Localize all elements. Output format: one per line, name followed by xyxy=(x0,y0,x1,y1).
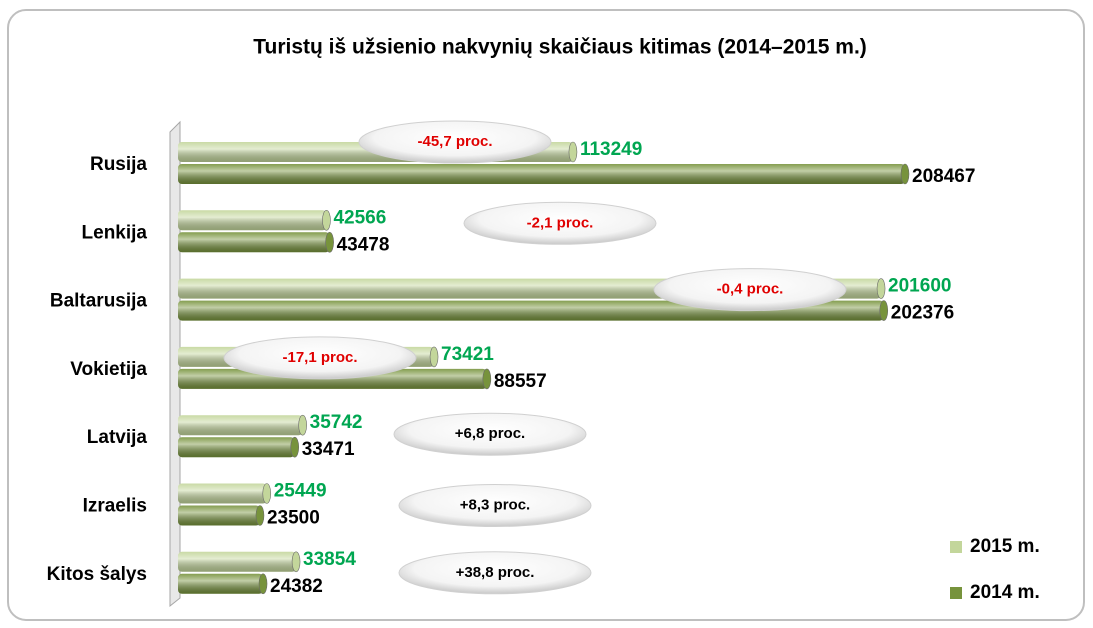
legend-label: 2015 m. xyxy=(970,536,1040,557)
y-tick-label: Lenkija xyxy=(82,222,148,243)
annotation-bubble xyxy=(358,120,552,164)
bar-cap xyxy=(290,436,300,458)
legend-label: 2014 m. xyxy=(970,582,1040,603)
data-label: 42566 xyxy=(333,207,386,228)
bar-shine xyxy=(178,483,267,504)
data-label: 33471 xyxy=(302,439,355,460)
bar-shine xyxy=(178,573,264,594)
annotation: +6,8 proc. xyxy=(455,425,525,442)
y-tick-label: Latvija xyxy=(87,427,148,448)
data-label: 202376 xyxy=(891,303,954,324)
chart-title: Turistų iš užsienio nakvynių skaičiaus k… xyxy=(253,36,867,59)
bar-cap xyxy=(876,278,886,299)
y-tick-label: Izraelis xyxy=(83,496,147,517)
annotation-bubble xyxy=(463,201,657,245)
annotation-bubble xyxy=(393,412,587,456)
bar-shine xyxy=(178,551,297,572)
annotation-bubble xyxy=(398,484,592,527)
data-label: 208467 xyxy=(912,166,975,187)
y-tick-label: Vokietija xyxy=(70,359,147,380)
bar-cap xyxy=(429,346,439,368)
annotation: +8,3 proc. xyxy=(460,496,530,513)
bar-cap xyxy=(322,210,331,231)
data-label: 201600 xyxy=(888,276,951,297)
annotation-bubble xyxy=(653,268,847,312)
bar-shine xyxy=(178,415,303,436)
data-label: 113249 xyxy=(580,139,642,160)
annotation: -45,7 proc. xyxy=(417,133,492,150)
y-tick-label: Kitos šalys xyxy=(47,564,147,585)
bar-cap xyxy=(900,163,910,185)
data-label: 88557 xyxy=(494,371,547,392)
bar-shine xyxy=(178,232,330,253)
bar-cap xyxy=(262,483,272,504)
bar-cap xyxy=(325,232,334,253)
data-label: 25449 xyxy=(274,481,327,502)
bar-cap xyxy=(482,368,492,390)
bar-cap xyxy=(568,141,578,163)
legend-swatch xyxy=(950,587,962,599)
annotation: -2,1 proc. xyxy=(527,214,594,231)
bar-cap xyxy=(291,551,301,573)
annotation-bubble xyxy=(223,336,417,380)
axis-wall xyxy=(169,120,181,608)
data-label: 24382 xyxy=(270,576,323,597)
annotation: -17,1 proc. xyxy=(282,349,357,366)
legend-swatch xyxy=(950,541,962,553)
y-tick-label: Baltarusija xyxy=(50,291,148,312)
bar-shine xyxy=(178,505,260,526)
bar-cap xyxy=(255,505,265,526)
bar-shine xyxy=(178,437,295,458)
data-label: 33854 xyxy=(303,549,356,570)
data-label: 35742 xyxy=(310,412,363,433)
data-label: 43478 xyxy=(337,234,390,255)
bar-cap xyxy=(298,414,307,436)
bar-shine xyxy=(178,210,327,231)
annotation-bubble xyxy=(398,551,592,595)
bar-cap xyxy=(258,573,268,595)
bar-cap xyxy=(879,300,889,321)
data-label: 23500 xyxy=(267,508,320,529)
annotation: -0,4 proc. xyxy=(717,281,784,298)
y-tick-label: Rusija xyxy=(90,154,147,175)
bar-shine xyxy=(178,164,905,184)
data-label: 73421 xyxy=(441,344,494,365)
annotation: +38,8 proc. xyxy=(456,564,535,581)
